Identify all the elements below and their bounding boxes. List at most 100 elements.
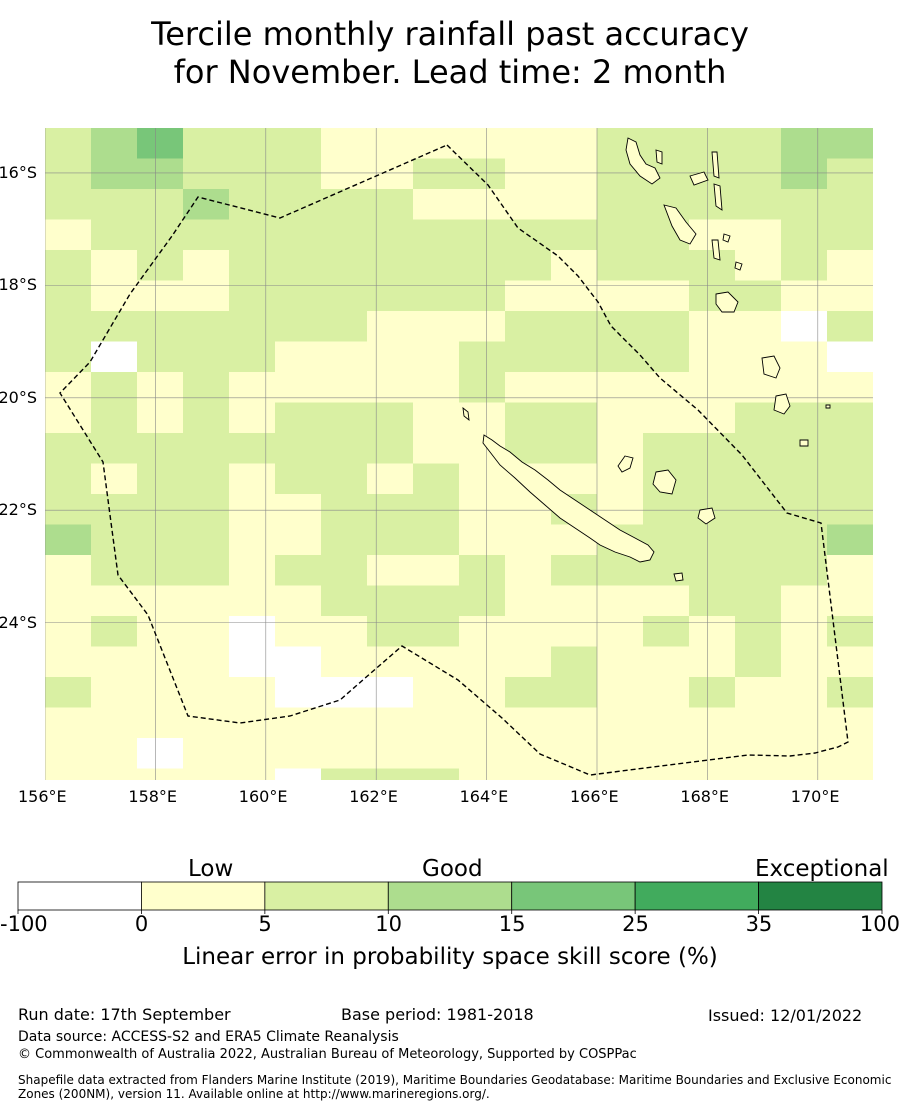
skill-cell [413,616,460,648]
skill-cell [459,280,506,312]
skill-cell [275,158,322,190]
skill-cell [735,463,782,495]
skill-cell [45,616,92,648]
colorbar-tick-label: -100 [0,912,48,936]
skill-cell [827,768,873,780]
skill-cell [781,768,828,780]
skill-cell [735,494,782,526]
colorbar-tick-label: 5 [258,912,272,936]
island-small-6 [734,261,743,271]
latitude-tick-label: 20°S [0,387,37,407]
skill-cell [781,433,828,465]
skill-cell [551,311,598,343]
skill-cell [689,677,736,709]
skill-cell [827,311,873,343]
vanuatu-island-5 [713,183,723,211]
skill-cell [229,433,276,465]
skill-cell [91,555,138,587]
skill-cell [781,341,828,373]
skill-cell [367,738,414,770]
skill-cell [321,341,368,373]
skill-cell [91,372,138,404]
base-period: Base period: 1981-2018 [341,1005,534,1024]
skill-cell [45,372,92,404]
skill-cell [275,189,322,221]
skill-cell [91,341,138,373]
longitude-tick-label: 166°E [570,787,619,806]
skill-cell [551,219,598,251]
vanuatu-espiritu-santo [625,137,661,185]
skill-cell [321,219,368,251]
skill-cell [781,463,828,495]
island-loyalty-2 [652,469,677,495]
vanuatu-island-2 [655,149,663,165]
longitude-tick-label: 168°E [680,787,730,806]
skill-cell [413,738,460,770]
skill-cell [551,616,598,648]
skill-cell [459,738,506,770]
skill-cell [183,494,230,526]
skill-cell [551,433,598,465]
copyright-notice: © Commonwealth of Australia 2022, Austra… [18,1047,637,1062]
skill-cell [827,646,873,678]
skill-cell [735,768,782,780]
skill-cell [45,189,92,221]
skill-cell [91,311,138,343]
skill-cell [275,341,322,373]
skill-cell [597,768,644,780]
skill-cell [45,219,92,251]
skill-cell [91,280,138,312]
colorbar-tick-label: 15 [498,912,526,936]
skill-cell [689,402,736,434]
skill-cell [183,585,230,617]
latitude-tick-label: 18°S [0,275,37,295]
skill-cell [137,738,184,770]
skill-cell [229,402,276,434]
skill-cell [597,402,644,434]
skill-cell [91,250,138,282]
latitude-tick-label: 24°S [0,612,37,632]
skill-cell [45,555,92,587]
skill-cell [827,707,873,739]
skill-cell [183,189,230,221]
vanuatu-island-4 [689,171,709,186]
skill-cell [91,616,138,648]
longitude-tick-label: 162°E [349,787,398,806]
eez-boundary-dashed [59,144,849,776]
skill-cell [505,158,552,190]
skill-cell [137,402,184,434]
skill-cell [689,311,736,343]
skill-cell [183,402,230,434]
skill-cell [827,219,873,251]
skill-cell [45,585,92,617]
map-gridlines [45,128,873,780]
skill-cell [413,433,460,465]
skill-cell [183,707,230,739]
skill-cell [459,128,506,160]
longitude-tick-label: 170°E [790,787,840,806]
skill-cell [505,189,552,221]
skill-cell [781,280,828,312]
skill-cell [781,158,828,190]
colorbar-tick-label: 25 [622,912,649,936]
latitude-tick-label: 22°S [0,500,37,520]
colorbar-tick-label: 0 [134,912,149,936]
skill-cell [91,128,138,160]
skill-cell [459,219,506,251]
skill-cell [597,311,644,343]
skill-cell [321,250,368,282]
skill-cell [827,372,873,404]
skill-cell [551,189,598,221]
coastlines [462,137,831,582]
skill-cell [45,402,92,434]
skill-cell [137,372,184,404]
shapefile-credit: Shapefile data extracted from Flanders M… [18,1073,892,1101]
skill-cell [413,250,460,282]
skill-cell [45,524,92,556]
skill-cell [91,219,138,251]
skill-cell [275,372,322,404]
skill-cell [183,372,230,404]
skill-cell [229,189,276,221]
skill-cell [137,219,184,251]
